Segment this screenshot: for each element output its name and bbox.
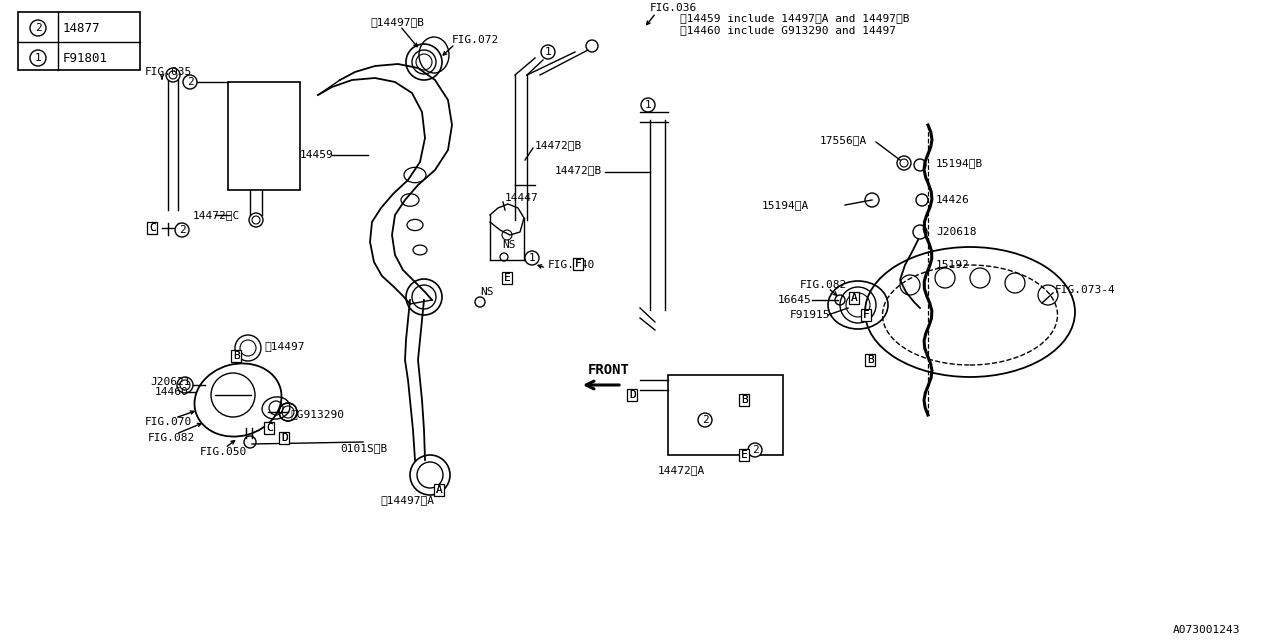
Text: FIG.082: FIG.082 <box>148 433 196 443</box>
Bar <box>668 375 783 455</box>
Text: B: B <box>867 355 874 365</box>
Bar <box>502 272 512 284</box>
Text: 14472※B: 14472※B <box>535 140 582 150</box>
Bar <box>861 309 870 321</box>
Circle shape <box>748 443 762 457</box>
Bar <box>279 432 288 444</box>
Text: E: E <box>741 450 748 460</box>
Text: F: F <box>863 310 869 320</box>
Text: 16645: 16645 <box>778 295 812 305</box>
Text: F91801: F91801 <box>63 51 108 65</box>
Text: NS: NS <box>502 240 516 250</box>
Text: D: D <box>628 390 636 400</box>
Bar <box>264 422 274 434</box>
Circle shape <box>183 75 197 89</box>
Text: FIG.070: FIG.070 <box>145 417 192 427</box>
Text: E: E <box>741 450 748 460</box>
Text: FIG.072: FIG.072 <box>452 35 499 45</box>
Bar <box>865 354 874 366</box>
Text: A: A <box>436 485 443 495</box>
Circle shape <box>698 413 712 427</box>
Text: B: B <box>233 351 239 361</box>
Text: 1: 1 <box>529 253 535 263</box>
Text: 14472※A: 14472※A <box>658 465 705 475</box>
Text: FIG.036: FIG.036 <box>650 3 698 13</box>
Text: E: E <box>504 273 511 283</box>
Text: F91915: F91915 <box>790 310 831 320</box>
Bar <box>849 292 859 304</box>
Circle shape <box>175 223 189 237</box>
Text: F: F <box>575 259 581 269</box>
Text: 2: 2 <box>701 415 708 425</box>
Text: A: A <box>436 485 443 495</box>
Bar <box>228 82 300 190</box>
Text: 1: 1 <box>35 53 41 63</box>
Text: 14472※C: 14472※C <box>193 210 241 220</box>
Text: 14472※B: 14472※B <box>556 165 603 175</box>
Text: D: D <box>282 433 288 443</box>
Bar <box>230 350 241 362</box>
Text: FIG.035: FIG.035 <box>145 67 192 77</box>
Text: F: F <box>863 310 869 320</box>
Text: ※14497: ※14497 <box>264 341 305 351</box>
Text: 17556※A: 17556※A <box>820 135 868 145</box>
Text: 15194※A: 15194※A <box>762 200 809 210</box>
Bar <box>627 389 636 401</box>
Bar <box>147 222 156 234</box>
Text: B: B <box>741 395 748 405</box>
Text: 14460: 14460 <box>155 387 188 397</box>
Bar <box>573 258 582 270</box>
Text: ※14459 include 14497※A and 14497※B: ※14459 include 14497※A and 14497※B <box>680 13 910 23</box>
Text: A: A <box>851 293 858 303</box>
Text: 14459: 14459 <box>300 150 334 160</box>
Text: C: C <box>266 423 273 433</box>
Text: 14877: 14877 <box>63 22 101 35</box>
Text: A073001243: A073001243 <box>1172 625 1240 635</box>
Text: C: C <box>148 223 156 233</box>
Text: A: A <box>851 293 858 303</box>
Text: D: D <box>282 433 288 443</box>
Text: J20621: J20621 <box>150 377 191 387</box>
Text: 2: 2 <box>179 225 186 235</box>
Text: B: B <box>741 395 748 405</box>
Text: J20618: J20618 <box>936 227 977 237</box>
Text: 15194※B: 15194※B <box>936 158 983 168</box>
Text: B: B <box>233 351 239 361</box>
Text: 14447: 14447 <box>506 193 539 203</box>
Text: FIG.040: FIG.040 <box>548 260 595 270</box>
Text: NS: NS <box>480 287 494 297</box>
Text: D: D <box>628 390 636 400</box>
Text: B: B <box>867 355 874 365</box>
Bar <box>739 394 749 406</box>
Text: 1: 1 <box>645 100 652 110</box>
Text: F: F <box>575 259 581 269</box>
Bar <box>434 484 443 496</box>
Bar <box>739 449 749 461</box>
Text: 1: 1 <box>544 47 552 57</box>
Circle shape <box>29 50 46 66</box>
Text: FIG.073-4: FIG.073-4 <box>1055 285 1116 295</box>
Text: 2: 2 <box>751 445 758 455</box>
Text: 0101S※B: 0101S※B <box>340 443 388 453</box>
Text: FRONT: FRONT <box>588 363 630 377</box>
Text: 14426: 14426 <box>936 195 970 205</box>
Circle shape <box>29 20 46 36</box>
Text: ※14497※A: ※14497※A <box>380 495 434 505</box>
Circle shape <box>641 98 655 112</box>
Text: ※14460 include G913290 and 14497: ※14460 include G913290 and 14497 <box>680 25 896 35</box>
Circle shape <box>525 251 539 265</box>
Circle shape <box>541 45 556 59</box>
Text: FIG.050: FIG.050 <box>200 447 247 457</box>
Text: C: C <box>266 423 273 433</box>
Text: FIG.082: FIG.082 <box>800 280 847 290</box>
Text: 2: 2 <box>187 77 193 87</box>
Text: 2: 2 <box>35 23 41 33</box>
Text: E: E <box>504 273 511 283</box>
Text: ※G913290: ※G913290 <box>291 409 344 419</box>
Text: C: C <box>148 223 156 233</box>
Text: 15192: 15192 <box>936 260 970 270</box>
Bar <box>18 12 140 70</box>
Text: ※14497※B: ※14497※B <box>370 17 424 27</box>
